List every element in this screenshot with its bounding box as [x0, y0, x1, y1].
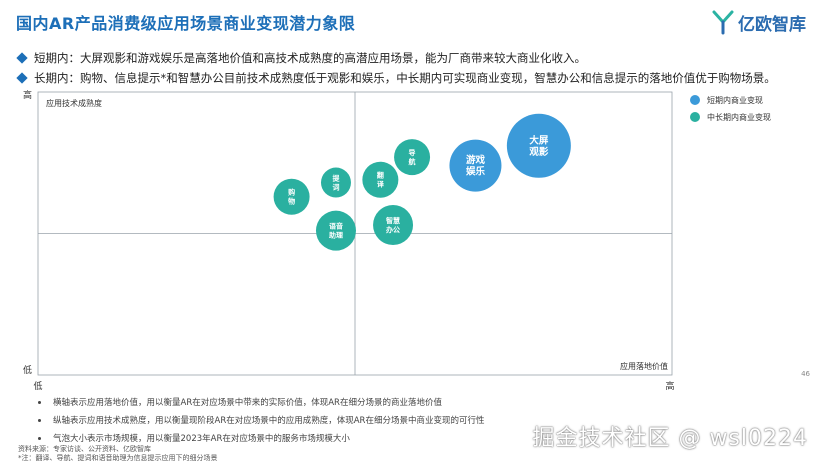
bubble-1-1 — [362, 161, 399, 198]
bubble-label-1-2-0: 提 — [331, 174, 340, 183]
logo-icon — [712, 9, 734, 35]
source-line: 资料来源：专家访谈、公开资料、亿欧智库 — [18, 445, 151, 453]
legend-marker-0 — [690, 95, 700, 105]
note-item: 气泡大小表示市场规模，用以衡量2023年AR在对应场景中的服务市场规模大小 — [38, 429, 484, 447]
bullet-text: 短期内：大屏观影和游戏娱乐是高落地价值和高技术成熟度的高潜应用场景，能为厂商带来… — [34, 51, 586, 65]
bubble-label-1-3-0: 购 — [288, 188, 295, 197]
bullet-text: 长期内：购物、信息提示*和智慧办公目前技术成熟度低于观影和娱乐，中长期内可实现商… — [34, 71, 776, 85]
diamond-bullet-icon — [16, 72, 28, 84]
note-item: 纵轴表示应用技术成熟度，用以衡量现阶段AR在对应场景中的应用成熟度，体现AR在细… — [38, 411, 484, 429]
bubble-0-1 — [449, 139, 502, 192]
bubble-label-1-5-1: 助理 — [329, 231, 343, 240]
x-tick-high: 高 — [665, 380, 674, 392]
y-tick-low: 低 — [23, 364, 32, 376]
page-title: 国内AR产品消费级应用场景商业变现潜力象限 — [16, 14, 356, 33]
dot-bullet-icon — [38, 436, 41, 440]
note-text: 横轴表示应用落地价值，用以衡量AR在对应场景中带来的实际价值，体现AR在细分场景… — [53, 398, 442, 408]
logo-text: 亿欧智库 — [738, 14, 806, 35]
bubble-1-0 — [394, 139, 431, 176]
chart-notes: 横轴表示应用落地价值，用以衡量AR在对应场景中带来的实际价值，体现AR在细分场景… — [38, 393, 484, 447]
summary-bullets: 短期内：大屏观影和游戏娱乐是高落地价值和高技术成熟度的高潜应用场景，能为厂商带来… — [16, 48, 818, 88]
bubble-label-0-1-0: 游戏 — [466, 154, 486, 166]
y-axis-label: 应用技术成熟度 — [46, 98, 102, 108]
bubble-label-1-1-1: 译 — [377, 180, 385, 189]
bubble-label-1-5-0: 语音 — [329, 222, 343, 231]
note-item: 横轴表示应用落地价值，用以衡量AR在对应场景中带来的实际价值，体现AR在细分场景… — [38, 393, 484, 411]
bubble-label-1-2-1: 词 — [332, 184, 339, 192]
note-text: 气泡大小表示市场规模，用以衡量2023年AR在对应场景中的服务市场规模大小 — [53, 434, 350, 444]
bubble-label-1-0-0: 导 — [409, 148, 416, 157]
legend-label-0: 短期内商业变现 — [707, 95, 763, 105]
note-text: 纵轴表示应用技术成熟度，用以衡量现阶段AR在对应场景中的应用成熟度，体现AR在细… — [53, 416, 485, 426]
title-bar: 国内AR产品消费级应用场景商业变现潜力象限 亿欧智库 — [0, 0, 824, 44]
bubble-1-2 — [320, 167, 351, 198]
bubble-label-1-4-1: 办公 — [386, 225, 400, 234]
logo: 亿欧智库 — [712, 8, 806, 36]
x-tick-low: 低 — [33, 380, 42, 392]
source-notes: 资料来源：专家访谈、公开资料、亿欧智库 *注：翻译、导航、提词和语音助理为信息提… — [18, 445, 218, 463]
bubble-1-4 — [373, 205, 414, 246]
legend-marker-1 — [690, 112, 700, 122]
footnote-line: *注：翻译、导航、提词和语音助理为信息提示应用下的细分场景 — [18, 454, 218, 462]
bubble-label-1-3-1: 物 — [288, 197, 295, 206]
bubble-label-0-0-1: 观影 — [528, 147, 549, 158]
bubble-label-1-4-0: 智慧 — [386, 216, 400, 225]
legend-label-1: 中长期内商业变现 — [707, 112, 771, 122]
bubble-label-1-1-0: 翻 — [377, 171, 384, 180]
bubble-1-3 — [273, 178, 310, 215]
bubble-1-5 — [315, 210, 356, 251]
dot-bullet-icon — [38, 400, 41, 404]
x-axis-label: 应用落地价值 — [620, 361, 668, 371]
bubble-label-0-1-1: 娱乐 — [466, 166, 486, 178]
bubble-0-0 — [506, 113, 571, 178]
dot-bullet-icon — [38, 418, 41, 422]
diamond-bullet-icon — [16, 52, 28, 64]
bubble-label-1-0-1: 航 — [409, 157, 416, 166]
watermark: 掘金技术社区 @ wsl0224 — [532, 426, 808, 451]
bullet-long-term: 长期内：购物、信息提示*和智慧办公目前技术成熟度低于观影和娱乐，中长期内可实现商… — [16, 68, 818, 88]
page-number: 46 — [801, 370, 810, 378]
y-tick-high: 高 — [23, 89, 32, 101]
bubble-label-0-0-0: 大屏 — [529, 134, 549, 146]
bullet-short-term: 短期内：大屏观影和游戏娱乐是高落地价值和高技术成熟度的高潜应用场景，能为厂商带来… — [16, 48, 818, 68]
